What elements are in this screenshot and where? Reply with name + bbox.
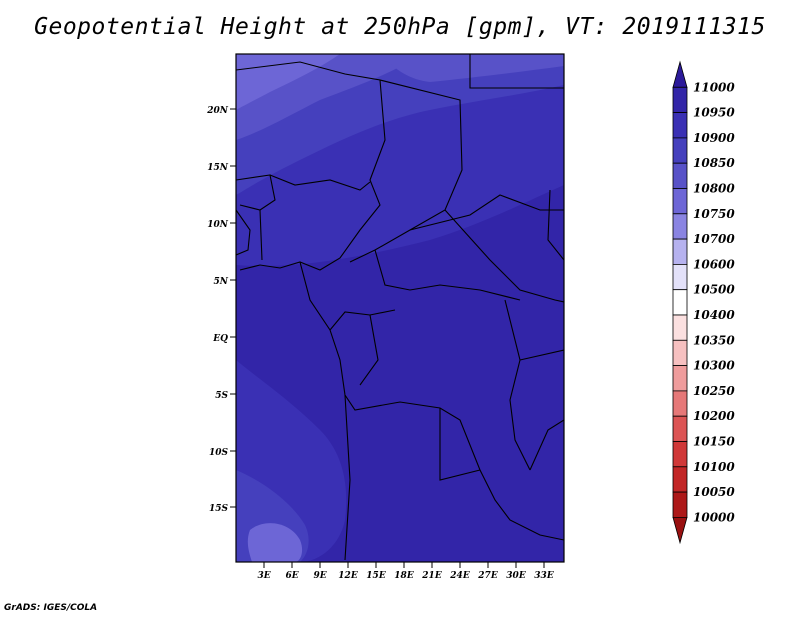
colorbar-swatch — [672, 289, 688, 316]
axis-ticks — [230, 108, 545, 568]
colorbar-label: 10500 — [693, 283, 735, 297]
colorbar-label: 10350 — [693, 333, 735, 347]
lat-label: 10S — [209, 448, 229, 458]
lat-label: 5N — [214, 277, 229, 287]
lat-label: 15S — [209, 504, 229, 514]
map-frame — [235, 53, 565, 563]
colorbar-label: 10000 — [693, 510, 735, 524]
colorbar-swatch — [672, 213, 688, 240]
colorbar-swatch — [672, 162, 688, 189]
lat-label: 15N — [207, 163, 229, 173]
lat-label: EQ — [212, 334, 228, 344]
colorbar-swatch — [672, 137, 688, 164]
country-borders — [236, 54, 564, 561]
field-band-sw-10800 — [247, 523, 303, 562]
lat-label: 20N — [206, 106, 229, 116]
lon-label: 18E — [394, 571, 414, 581]
lon-label: 15E — [366, 571, 386, 581]
colorbar-label: 10250 — [693, 384, 735, 398]
colorbar-swatch — [672, 60, 688, 88]
lon-label: 27E — [477, 571, 498, 581]
colorbar-swatch — [672, 415, 688, 442]
colorbar-label: 10150 — [693, 435, 735, 449]
colorbar-label: 10800 — [693, 182, 735, 196]
colorbar-swatch — [672, 390, 688, 417]
colorbar-swatch — [672, 441, 688, 468]
lon-label: 12E — [338, 571, 358, 581]
colorbar-label: 10100 — [693, 460, 735, 474]
lon-label: 21E — [421, 571, 442, 581]
colorbar-label: 10600 — [693, 257, 735, 271]
lat-label: 10N — [207, 220, 229, 230]
colorbar-label: 10200 — [693, 409, 735, 423]
lon-label: 3E — [257, 571, 270, 581]
colorbar-swatch — [672, 263, 688, 291]
colorbar-label: 10750 — [693, 207, 735, 221]
colorbar-swatch — [672, 238, 688, 265]
colorbar-label: 11000 — [693, 80, 735, 94]
field-band-10750 — [236, 54, 340, 110]
colorbar-swatch — [672, 86, 688, 114]
lon-label: 33E — [534, 571, 554, 581]
height-field — [236, 54, 564, 562]
lon-label: 24E — [449, 571, 470, 581]
colorbar-label: 10400 — [693, 308, 735, 322]
colorbar-label: 10700 — [693, 232, 735, 246]
colorbar-swatch — [672, 491, 688, 518]
colorbar-swatch — [672, 112, 688, 139]
lon-label: 30E — [506, 571, 526, 581]
colorbar-label: 10900 — [693, 131, 735, 145]
lon-label: 9E — [313, 571, 326, 581]
field-band-ne-10800 — [380, 54, 564, 82]
colorbar: 11000 10950 10900 10850 10800 10750 10700 10600… — [672, 60, 735, 545]
colorbar-swatch — [672, 466, 688, 493]
colorbar-swatch — [672, 339, 688, 366]
lat-label: 5S — [215, 391, 228, 401]
colorbar-swatch — [672, 365, 688, 392]
credit-text: GrADS: IGES/COLA — [4, 603, 98, 613]
colorbar-swatch — [672, 517, 688, 545]
colorbar-swatch — [672, 314, 688, 341]
latitude-labels: 20N 15N 10N 5N EQ 5S 10S 15S — [206, 106, 229, 514]
page-title: Geopotential Height at 250hPa [gpm], VT:… — [34, 14, 766, 40]
colorbar-swatch — [672, 188, 688, 215]
colorbar-label: 10300 — [693, 359, 735, 373]
longitude-labels: 3E 6E 9E 12E 15E 18E 21E 24E 27E 30E 33E — [257, 571, 553, 581]
colorbar-label: 10950 — [693, 106, 735, 120]
colorbar-label: 10850 — [693, 156, 735, 170]
lon-label: 6E — [285, 571, 298, 581]
colorbar-label: 10050 — [693, 485, 735, 499]
